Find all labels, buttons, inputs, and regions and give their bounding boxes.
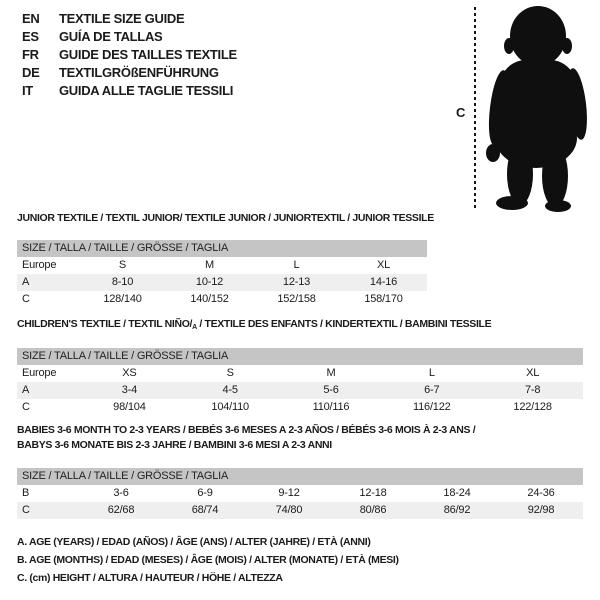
size-cell: 12-18 [359, 487, 387, 499]
size-cell: L [293, 259, 300, 271]
row-label: Europe [22, 259, 57, 271]
row-label: Europe [22, 367, 57, 379]
row-label: C [22, 401, 30, 413]
children-title-pre: CHILDREN'S TEXTILE / TEXTIL NIÑO/ [17, 318, 193, 330]
note-age-years: A. AGE (YEARS) / EDAD (AÑOS) / ÂGE (ANS)… [17, 536, 371, 548]
size-cell: 12-13 [282, 276, 311, 288]
babies-title-line2: BABYS 3-6 MONATE BIS 2-3 JAHRE / BAMBINI… [17, 439, 332, 451]
size-cell: XL [376, 259, 391, 271]
size-cell: M [205, 259, 214, 271]
language-label: GUIDA ALLE TAGLIE TESSILI [59, 83, 234, 98]
size-cell: S [226, 367, 234, 379]
size-cell: 74/80 [275, 504, 303, 516]
legend-notes: A. AGE (YEARS) / EDAD (AÑOS) / ÂGE (ANS)… [17, 533, 399, 587]
size-table-junior: SIZE / TALLA / TAILLE / GRÖSSE / TAGLIA … [17, 240, 427, 308]
note-height-cm: C. (cm) HEIGHT / ALTURA / HAUTEUR / HÖHE… [17, 572, 283, 584]
size-cell: 24-36 [527, 487, 555, 499]
size-cell: 14-16 [369, 276, 398, 288]
row-label: A [22, 384, 30, 396]
children-table-title: CHILDREN'S TEXTILE / TEXTIL NIÑO/A / TEX… [17, 318, 492, 331]
language-label: GUIDE DES TAILLES TEXTILE [59, 47, 237, 62]
children-title-sub: A [192, 324, 197, 331]
size-cell: XL [526, 367, 540, 379]
size-cell: M [326, 367, 336, 379]
table-row-age: A 8-10 10-12 12-13 14-16 [17, 274, 427, 291]
size-cell: 18-24 [443, 487, 471, 499]
size-cell: 8-10 [111, 276, 134, 288]
size-cell: 92/98 [527, 504, 555, 516]
table-row-height: C 98/104 104/110 110/116 116/122 122/128 [17, 399, 583, 416]
language-code: DE [22, 65, 40, 80]
size-cell: 122/128 [513, 401, 552, 413]
size-cell: 68/74 [191, 504, 219, 516]
size-table-children: SIZE / TALLA / TAILLE / GRÖSSE / TAGLIA … [17, 348, 583, 416]
table-row-europe: Europe XS S M L XL [17, 365, 583, 382]
language-code: EN [22, 11, 40, 26]
size-cell: 5-6 [323, 384, 339, 396]
size-cell: 9-12 [278, 487, 300, 499]
size-cell: 110/116 [312, 401, 350, 413]
language-label: GUÍA DE TALLAS [59, 29, 163, 44]
row-label: A [22, 276, 30, 288]
table-row-months: B 3-6 6-9 9-12 12-18 18-24 24-36 [17, 485, 583, 502]
height-c-label: C [456, 105, 466, 120]
table-row-age: A 3-4 4-5 5-6 6-7 7-8 [17, 382, 583, 399]
size-header-bar: SIZE / TALLA / TAILLE / GRÖSSE / TAGLIA [17, 348, 583, 365]
size-cell: 116/122 [413, 401, 451, 413]
language-code: FR [22, 47, 39, 62]
language-code: IT [22, 83, 33, 98]
height-dashed-line [474, 7, 476, 208]
junior-table-title: JUNIOR TEXTILE / TEXTIL JUNIOR/ TEXTILE … [17, 212, 434, 224]
size-cell: 7-8 [524, 384, 541, 396]
language-label: TEXTILGRÖßENFÜHRUNG [59, 65, 219, 80]
row-label: C [22, 293, 30, 305]
babies-table-title: BABIES 3-6 MONTH TO 2-3 YEARS / BEBÉS 3-… [17, 423, 476, 453]
size-cell: S [118, 259, 127, 271]
babies-title-line1: BABIES 3-6 MONTH TO 2-3 YEARS / BEBÉS 3-… [17, 424, 476, 436]
size-cell: 128/140 [103, 293, 142, 305]
language-row-en: EN TEXTILE SIZE GUIDE [22, 10, 237, 28]
row-label: B [22, 487, 30, 499]
size-cell: 158/170 [364, 293, 403, 305]
size-header-bar: SIZE / TALLA / TAILLE / GRÖSSE / TAGLIA [17, 240, 427, 257]
table-row-europe: Europe S M L XL [17, 257, 427, 274]
size-cell: L [428, 367, 435, 379]
size-cell: 62/68 [107, 504, 135, 516]
size-cell: 3-4 [121, 384, 138, 396]
size-cell: 140/152 [190, 293, 229, 305]
size-cell: 6-7 [424, 384, 440, 396]
language-row-it: IT GUIDA ALLE TAGLIE TESSILI [22, 82, 237, 100]
size-cell: 80/86 [359, 504, 387, 516]
row-label: C [22, 504, 30, 516]
size-cell: 98/104 [113, 401, 146, 413]
language-label: TEXTILE SIZE GUIDE [59, 11, 185, 26]
size-header-bar: SIZE / TALLA / TAILLE / GRÖSSE / TAGLIA [17, 468, 583, 485]
size-cell: 3-6 [113, 487, 129, 499]
language-row-es: ES GUÍA DE TALLAS [22, 28, 237, 46]
language-code: ES [22, 29, 39, 44]
size-cell: 152/158 [277, 293, 316, 305]
size-cell: 4-5 [222, 384, 239, 396]
note-age-months: B. AGE (MONTHS) / EDAD (MESES) / ÂGE (MO… [17, 554, 399, 566]
size-cell: 86/92 [443, 504, 471, 516]
size-cell: XS [122, 367, 137, 379]
children-title-post: / TEXTILE DES ENFANTS / KINDERTEXTIL / B… [196, 318, 492, 330]
size-table-babies: SIZE / TALLA / TAILLE / GRÖSSE / TAGLIA … [17, 468, 583, 519]
size-cell: 6-9 [197, 487, 213, 499]
language-title-list: EN TEXTILE SIZE GUIDE ES GUÍA DE TALLAS … [22, 10, 237, 100]
language-row-fr: FR GUIDE DES TAILLES TEXTILE [22, 46, 237, 64]
size-cell: 104/110 [211, 401, 249, 413]
baby-silhouette-icon [486, 6, 587, 212]
table-row-height: C 62/68 68/74 74/80 80/86 86/92 92/98 [17, 502, 583, 519]
language-row-de: DE TEXTILGRÖßENFÜHRUNG [22, 64, 237, 82]
table-row-height: C 128/140 140/152 152/158 158/170 [17, 291, 427, 308]
size-cell: 10-12 [195, 276, 224, 288]
